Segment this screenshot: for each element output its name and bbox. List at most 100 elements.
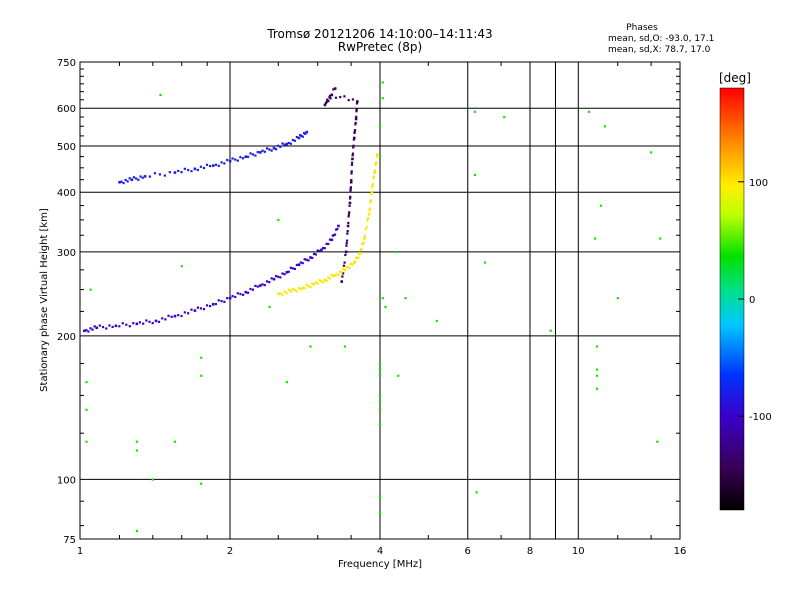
echo-point bbox=[656, 440, 659, 443]
phase-stats-title: Phases bbox=[626, 23, 658, 33]
echo-point bbox=[254, 284, 257, 287]
echo-point bbox=[297, 287, 300, 290]
echo-point bbox=[358, 252, 362, 255]
echo-point bbox=[374, 162, 377, 165]
echo-point bbox=[379, 362, 382, 365]
echo-point bbox=[173, 314, 177, 318]
echo-point bbox=[234, 158, 237, 161]
echo-point bbox=[163, 174, 166, 177]
echo-point bbox=[354, 123, 357, 126]
echo-point bbox=[125, 323, 128, 326]
echo-point bbox=[371, 184, 374, 187]
echo-point bbox=[202, 308, 206, 311]
echo-point bbox=[145, 319, 148, 322]
echo-point bbox=[114, 324, 118, 328]
y-tick-label: 600 bbox=[57, 104, 76, 115]
echo-point bbox=[348, 266, 351, 270]
echo-point bbox=[352, 144, 355, 147]
echo-point bbox=[299, 288, 302, 291]
echo-point bbox=[348, 211, 351, 214]
y-axis-title: Stationary phase Virtual Height [km] bbox=[39, 208, 50, 392]
echo-point bbox=[404, 297, 407, 300]
echo-point bbox=[268, 305, 271, 309]
echo-point bbox=[347, 213, 351, 216]
echo-point bbox=[336, 227, 339, 231]
echo-point bbox=[128, 177, 131, 180]
echo-point bbox=[363, 235, 367, 238]
echo-point bbox=[101, 325, 105, 329]
echo-point bbox=[355, 102, 359, 105]
echo-point bbox=[151, 478, 155, 481]
echo-point bbox=[289, 142, 292, 145]
echo-point bbox=[305, 258, 308, 261]
echo-point bbox=[338, 270, 342, 273]
echo-point bbox=[593, 237, 597, 240]
echo-point bbox=[272, 146, 276, 150]
echo-point bbox=[177, 169, 180, 173]
y-tick-label: 400 bbox=[57, 188, 76, 199]
echo-point bbox=[340, 271, 343, 274]
echo-point bbox=[343, 95, 346, 98]
echo-point bbox=[263, 150, 266, 153]
echo-point bbox=[135, 440, 138, 443]
echo-point bbox=[325, 100, 328, 104]
echo-point bbox=[337, 274, 340, 277]
echo-point bbox=[239, 292, 242, 296]
echo-point bbox=[595, 368, 599, 371]
echo-point bbox=[349, 187, 352, 191]
echo-point bbox=[281, 272, 284, 275]
colorbar-label: [deg] bbox=[719, 71, 751, 85]
echo-point bbox=[295, 263, 298, 267]
echo-point bbox=[364, 228, 367, 231]
echo-point bbox=[595, 345, 599, 348]
echo-point bbox=[379, 394, 382, 397]
echo-point bbox=[355, 100, 359, 103]
echo-point bbox=[161, 317, 164, 320]
echo-point bbox=[311, 256, 314, 260]
echo-point bbox=[249, 287, 252, 291]
echo-point bbox=[305, 283, 308, 286]
echo-point bbox=[312, 252, 316, 256]
echo-point bbox=[87, 330, 90, 333]
echo-point bbox=[327, 100, 330, 103]
echo-point bbox=[349, 180, 353, 184]
echo-point bbox=[370, 191, 374, 194]
echo-point bbox=[135, 322, 139, 326]
echo-point bbox=[351, 263, 354, 266]
chart-subtitle: RwPretec (8p) bbox=[338, 40, 422, 54]
echo-point bbox=[503, 116, 506, 119]
echo-point bbox=[343, 261, 346, 264]
x-axis-title: Frequency [MHz] bbox=[338, 559, 422, 570]
echo-point bbox=[345, 242, 348, 245]
y-tick-label: 200 bbox=[57, 332, 76, 343]
echo-point bbox=[277, 218, 280, 222]
echo-point bbox=[345, 265, 348, 268]
echo-point bbox=[187, 168, 190, 172]
echo-point bbox=[379, 125, 382, 128]
echo-point bbox=[351, 152, 355, 155]
echo-point bbox=[342, 267, 345, 271]
echo-point bbox=[314, 281, 317, 284]
echo-point bbox=[349, 189, 352, 192]
echo-point bbox=[159, 93, 162, 97]
echo-point bbox=[346, 224, 350, 228]
echo-point bbox=[91, 328, 94, 331]
echo-point bbox=[332, 88, 335, 91]
echo-point bbox=[135, 177, 138, 180]
echo-point bbox=[346, 230, 349, 233]
echo-point bbox=[373, 169, 377, 172]
echo-point bbox=[307, 284, 310, 288]
echo-point bbox=[381, 81, 384, 84]
echo-point bbox=[362, 241, 365, 244]
echo-point bbox=[95, 326, 99, 330]
echo-point bbox=[283, 290, 286, 293]
colorbar-tick-label: -100 bbox=[749, 412, 772, 423]
echo-point bbox=[223, 300, 226, 303]
echo-point bbox=[320, 280, 323, 283]
echo-point bbox=[173, 440, 177, 443]
echo-point bbox=[135, 529, 138, 533]
echo-point bbox=[291, 267, 294, 270]
echo-point bbox=[246, 155, 250, 158]
echo-point bbox=[348, 197, 352, 200]
